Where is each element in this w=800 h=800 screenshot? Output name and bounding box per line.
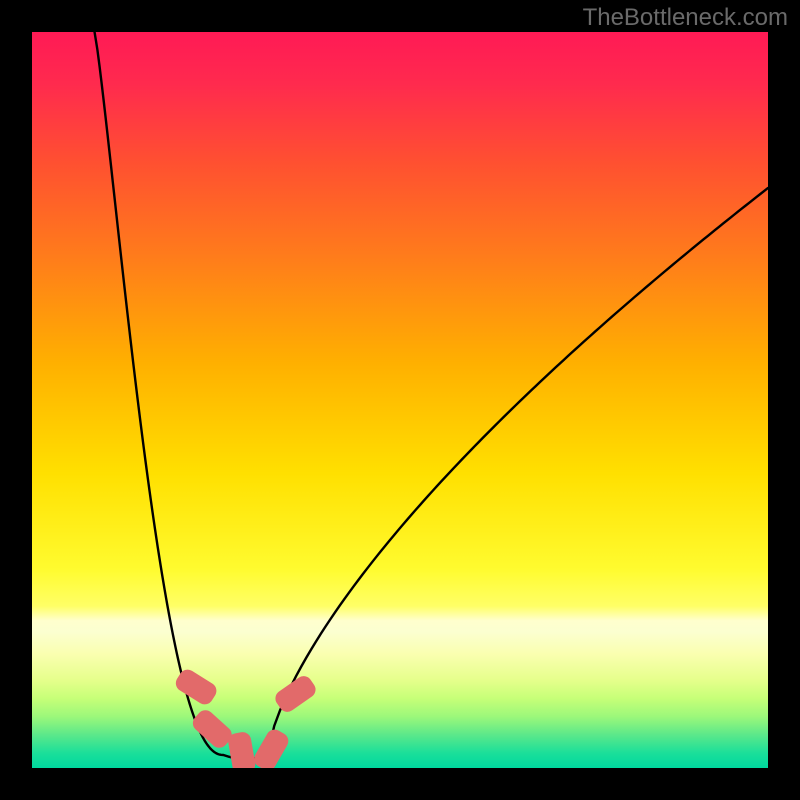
watermark-text: TheBottleneck.com: [583, 4, 788, 32]
bottleneck-chart: [32, 32, 768, 768]
gradient-background: [32, 32, 768, 768]
